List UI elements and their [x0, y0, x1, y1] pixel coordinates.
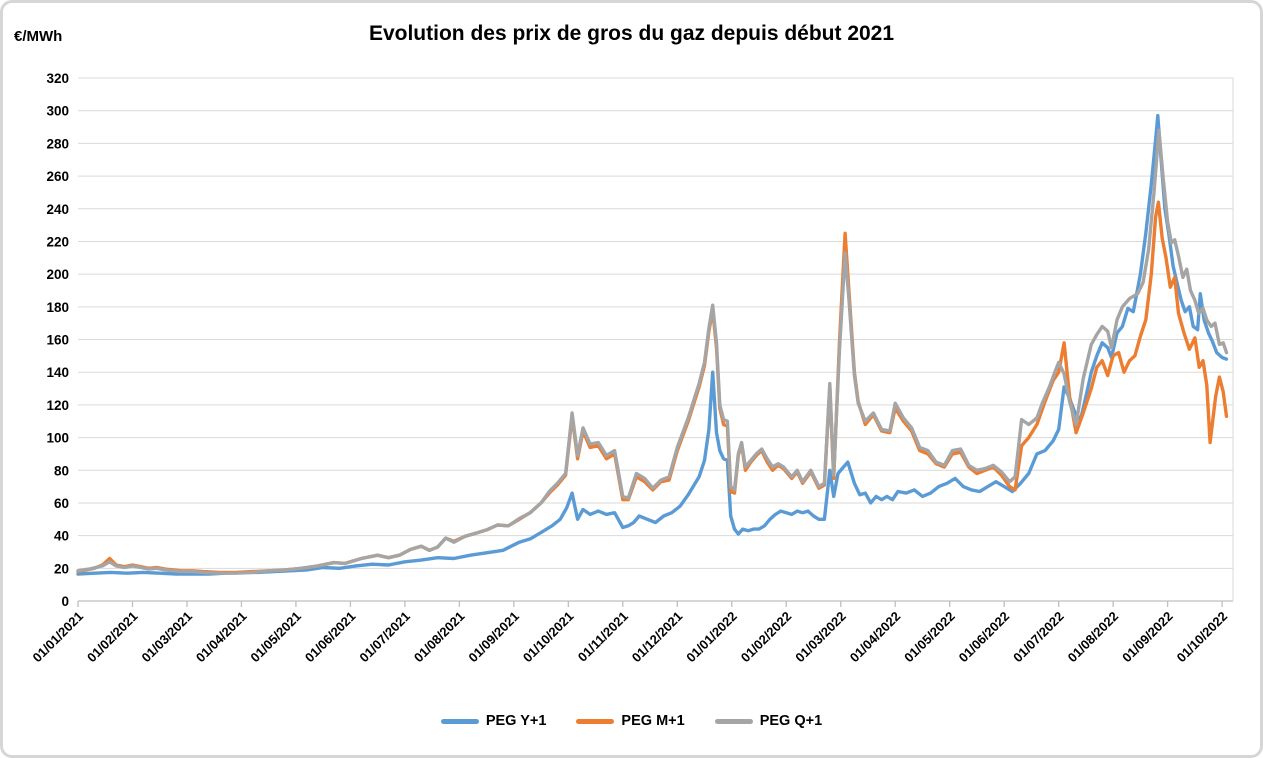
series-line-peg-q-1 [76, 128, 1229, 575]
x-tick-label-2: 01/03/2021 [138, 609, 195, 666]
y-tick-label-60: 60 [54, 496, 69, 511]
x-tick-label-19: 01/08/2022 [1065, 609, 1122, 666]
y-tick-label-260: 260 [46, 169, 69, 184]
legend-item-peg-m1[interactable]: PEG M+1 [576, 713, 685, 729]
x-tick-label-14: 01/03/2022 [792, 609, 849, 666]
x-tick-label-9: 01/10/2021 [520, 609, 577, 666]
y-tick-label-220: 220 [46, 234, 69, 249]
x-tick-label-8: 01/09/2021 [465, 609, 522, 666]
y-tick-label-140: 140 [46, 365, 69, 380]
y-tick-label-100: 100 [46, 431, 69, 446]
x-tick-label-15: 01/04/2022 [847, 609, 904, 666]
x-axis [77, 601, 1223, 607]
y-tick-label-200: 200 [46, 267, 69, 282]
legend-item-peg-y1[interactable]: PEG Y+1 [440, 713, 547, 729]
y-tick-label-0: 0 [61, 594, 69, 609]
x-tick-label-16: 01/05/2022 [901, 609, 958, 666]
series-lines [76, 113, 1229, 576]
chart-title: Evolution des prix de gros du gaz depuis… [368, 22, 895, 45]
y-tick-label-40: 40 [54, 529, 69, 544]
series-line-peg-m-1 [76, 200, 1229, 575]
legend-item-peg-q1[interactable]: PEG Q+1 [714, 713, 823, 729]
x-tick-label-4: 01/05/2021 [247, 609, 304, 666]
series-line-peg-y-1 [76, 113, 1229, 576]
y-tick-label-240: 240 [46, 202, 69, 217]
y-tick-label-80: 80 [54, 463, 69, 478]
y-tick-label-280: 280 [46, 136, 69, 151]
x-tick-label-17: 01/06/2022 [956, 609, 1013, 666]
legend-swatch-peg-q1 [714, 718, 753, 724]
legend-swatch-peg-m1 [576, 718, 615, 724]
x-tick-label-1: 01/02/2021 [84, 609, 141, 666]
x-tick-label-11: 01/12/2021 [629, 609, 686, 666]
x-tick-label-18: 01/07/2022 [1010, 609, 1067, 666]
y-tick-label-20: 20 [54, 561, 69, 576]
x-tick-label-5: 01/06/2021 [302, 609, 359, 666]
x-tick-label-6: 01/07/2021 [356, 609, 413, 666]
x-tick-label-0: 01/01/2021 [29, 609, 86, 666]
x-axis-labels: 01/01/202101/02/202101/03/202101/04/2021… [29, 609, 1230, 666]
y-axis-unit-label: €/MWh [14, 28, 63, 45]
x-tick-label-10: 01/11/2021 [575, 609, 631, 665]
y-axis-labels: 0 20 40 60 80 100 120 140 160 180 200 220 240 260 280 3… [46, 71, 69, 609]
x-tick-label-3: 01/04/2021 [193, 609, 250, 666]
y-tick-label-320: 320 [46, 71, 69, 86]
legend: PEG Y+1 PEG M+1 PEG Q+1 [0, 713, 1263, 729]
x-tick-label-12: 01/01/2022 [683, 609, 740, 666]
y-tick-label-160: 160 [46, 333, 69, 348]
x-tick-label-13: 01/02/2022 [738, 609, 795, 666]
y-tick-label-120: 120 [46, 398, 69, 413]
x-tick-label-21: 01/10/2022 [1174, 609, 1231, 666]
legend-swatch-peg-y1 [440, 718, 479, 724]
y-tick-label-300: 300 [46, 104, 69, 119]
legend-label-peg-y1: PEG Y+1 [485, 713, 547, 729]
legend-label-peg-m1: PEG M+1 [621, 713, 685, 729]
legend-label-peg-q1: PEG Q+1 [759, 713, 823, 729]
y-tick-label-180: 180 [46, 300, 69, 315]
x-tick-label-20: 01/09/2022 [1119, 609, 1176, 666]
x-tick-label-7: 01/08/2021 [411, 609, 468, 666]
